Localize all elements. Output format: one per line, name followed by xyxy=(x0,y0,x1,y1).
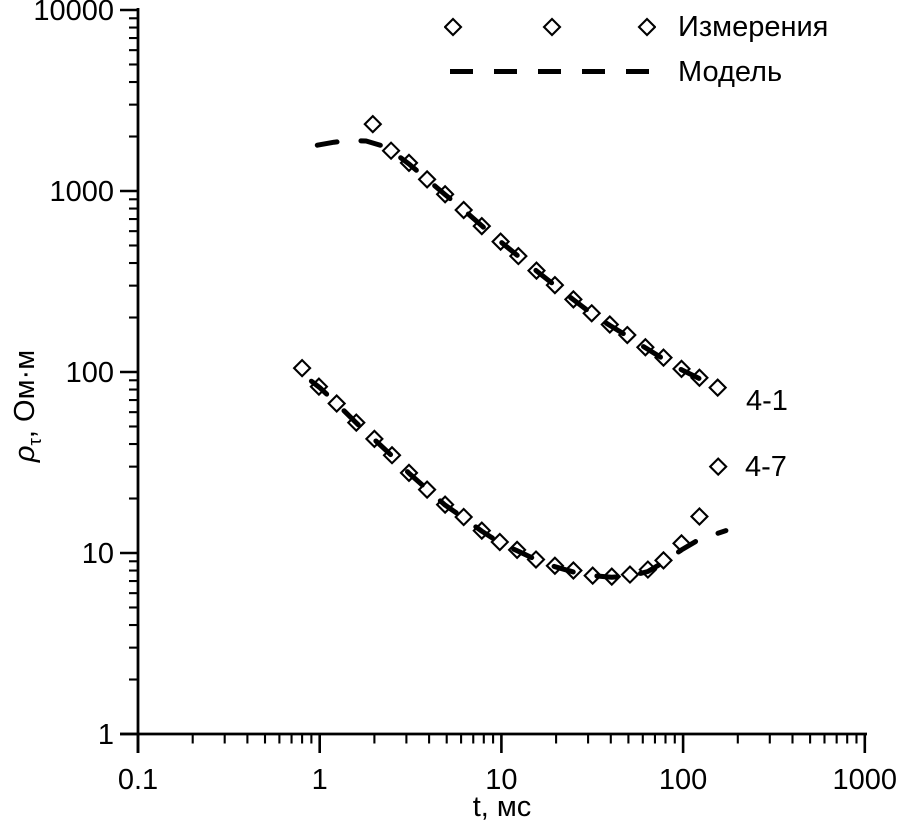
x-tick-label: 1000 xyxy=(833,764,898,796)
data-point-diamond xyxy=(490,532,510,552)
data-point-diamond xyxy=(563,561,583,581)
data-point-diamond xyxy=(472,521,492,541)
data-point-diamond xyxy=(363,114,383,134)
model-curve xyxy=(308,378,729,580)
measurement-points xyxy=(363,114,728,398)
y-tick-label: 100 xyxy=(66,357,114,389)
curve-label-4-1: 4-1 xyxy=(746,385,788,417)
diamond-icon xyxy=(542,17,562,37)
data-point-diamond xyxy=(399,153,419,173)
legend-model-label: Модель xyxy=(678,56,783,88)
data-point-diamond xyxy=(708,457,728,477)
y-tick-label: 10000 xyxy=(33,0,114,27)
data-point-diamond xyxy=(435,184,455,204)
y-tick-label: 1 xyxy=(98,719,114,751)
data-point-diamond xyxy=(292,358,312,378)
data-point-diamond xyxy=(491,232,511,252)
data-point-diamond xyxy=(435,495,455,515)
data-point-diamond xyxy=(672,359,691,379)
data-point-diamond xyxy=(454,507,474,527)
y-tick-label: 10 xyxy=(82,538,114,570)
measurements-legend-markers xyxy=(444,17,656,37)
measurement-points xyxy=(292,358,728,587)
data-point-diamond xyxy=(635,337,655,357)
data-point-diamond xyxy=(600,315,620,334)
model-curve xyxy=(314,138,723,386)
data-point-diamond xyxy=(654,550,673,570)
data-point-diamond xyxy=(563,289,583,309)
x-axis-label: t, мс xyxy=(402,791,602,824)
data-point-diamond xyxy=(602,567,622,587)
data-point-diamond xyxy=(689,368,709,388)
data-point-diamond xyxy=(689,507,709,527)
axis-ticks xyxy=(120,8,867,753)
curve-label-4-7: 4-7 xyxy=(745,451,787,483)
x-tick-label: 100 xyxy=(659,764,707,796)
x-tick-label: 0.1 xyxy=(118,764,158,796)
data-point-diamond xyxy=(327,393,347,413)
data-point-diamond xyxy=(638,560,658,580)
data-point-diamond xyxy=(472,216,492,236)
y-axis-label-units: , Ом·м xyxy=(9,349,41,439)
y-axis-label: ρτ, Ом·м xyxy=(9,306,45,506)
data-point-diamond xyxy=(364,429,384,449)
data-point-diamond xyxy=(507,540,527,560)
data-point-diamond xyxy=(399,463,419,483)
data-point-diamond xyxy=(617,325,637,345)
data-point-diamond xyxy=(582,303,602,323)
x-axis-label-text: t, мс xyxy=(472,791,532,823)
x-tick-label: 1 xyxy=(312,764,328,796)
data-point-diamond xyxy=(309,377,329,397)
data-point-diamond xyxy=(620,565,640,585)
data-point-diamond xyxy=(346,413,366,433)
diamond-icon xyxy=(444,17,463,37)
diamond-icon xyxy=(637,17,656,37)
data-point-diamond xyxy=(654,348,673,368)
y-axis-label-subscript: τ xyxy=(23,438,45,446)
data-point-diamond xyxy=(508,246,528,266)
data-point-diamond xyxy=(672,533,691,553)
legend-measurements-label: Измерения xyxy=(678,11,829,43)
model-legend-dash-sample xyxy=(450,69,658,74)
data-point-diamond xyxy=(454,200,474,220)
data-point-diamond xyxy=(417,169,437,189)
y-axis-label-rho: ρ xyxy=(9,445,41,463)
data-point-diamond xyxy=(526,550,546,570)
data-point-diamond xyxy=(417,480,437,500)
data-point-diamond xyxy=(583,566,603,586)
x-tick-labels: 0.1 1 10 100 1000 xyxy=(118,764,897,796)
data-point-diamond xyxy=(382,445,402,465)
data-point-diamond xyxy=(708,378,728,398)
axes xyxy=(120,8,867,753)
data-point-diamond xyxy=(381,141,401,161)
data-point-diamond xyxy=(545,275,565,295)
y-tick-labels: 1 10 100 1000 10000 xyxy=(33,0,114,751)
data-point-diamond xyxy=(527,261,546,281)
data-point-diamond xyxy=(545,556,565,576)
x-tick-label: 10 xyxy=(485,764,517,796)
y-tick-label: 1000 xyxy=(49,176,114,208)
